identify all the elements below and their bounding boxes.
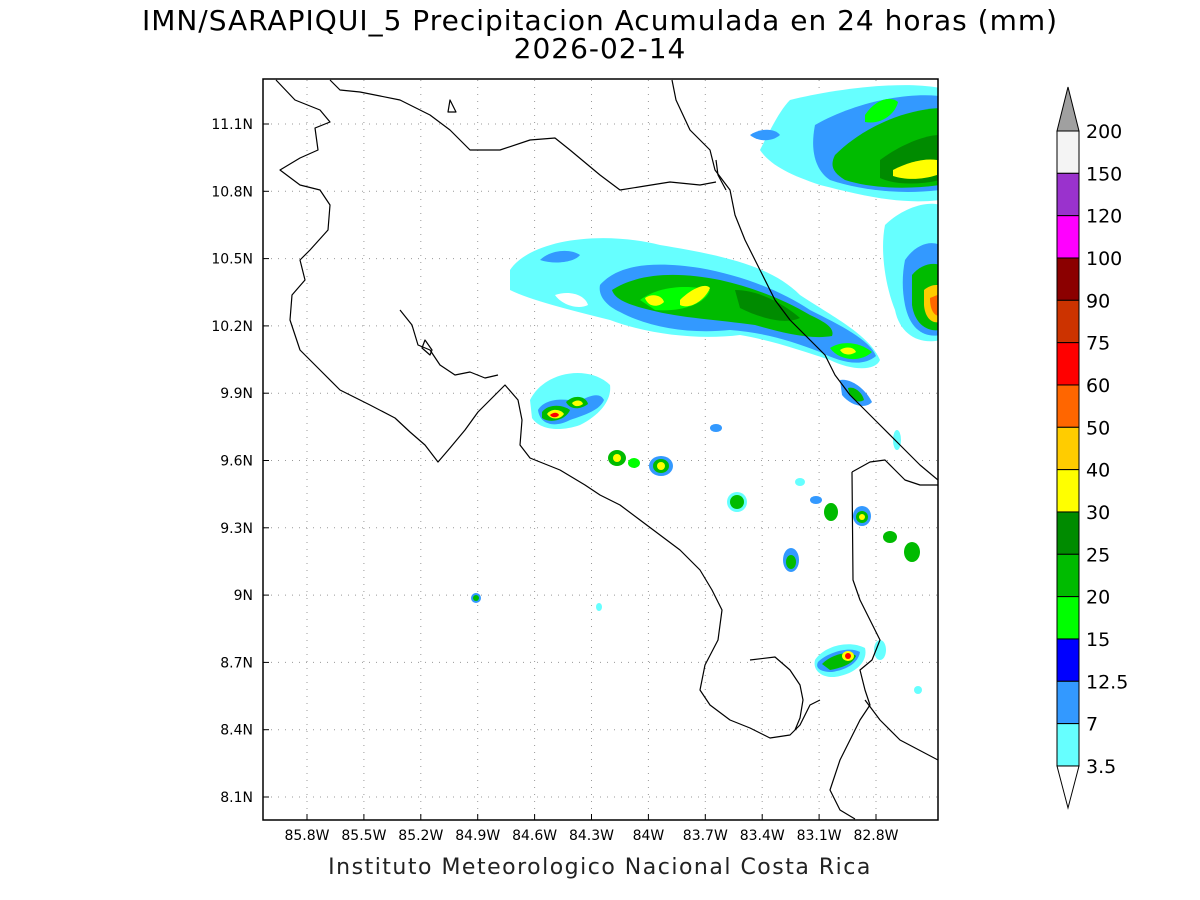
colorbar-label: 25 bbox=[1086, 544, 1110, 566]
colorbar-label: 15 bbox=[1086, 629, 1110, 651]
lat-tick-label: 9N bbox=[234, 588, 253, 604]
lat-tick-label: 8.7N bbox=[220, 655, 253, 671]
colorbar-swatch bbox=[1056, 469, 1080, 513]
map-frame bbox=[262, 78, 939, 821]
rain-cluster-northeast bbox=[750, 85, 938, 202]
lon-tick-label: 84W bbox=[633, 828, 665, 844]
rain-cluster-east bbox=[883, 203, 938, 342]
colorbar-swatch bbox=[1056, 553, 1080, 598]
precipitation-field bbox=[471, 85, 938, 694]
colorbar-swatch bbox=[1056, 638, 1080, 682]
lon-tick-label: 84.6W bbox=[512, 828, 557, 844]
colorbar-label: 90 bbox=[1086, 290, 1110, 312]
lat-tick-label: 9.9N bbox=[220, 386, 253, 402]
lat-tick-label: 8.1N bbox=[220, 790, 253, 806]
colorbar-label: 200 bbox=[1086, 121, 1122, 143]
colorbar: 200 150 120 100 90 75 60 50 40 30 25 20 15 12.5 7 3.5 bbox=[1056, 86, 1128, 810]
colorbar-label: 120 bbox=[1086, 206, 1122, 228]
colorbar-swatch bbox=[1056, 384, 1080, 428]
colorbar-swatch bbox=[1056, 426, 1080, 471]
colorbar-label: 75 bbox=[1086, 333, 1110, 355]
lat-tick-label: 10.8N bbox=[211, 184, 253, 200]
colorbar-top-triangle bbox=[1056, 86, 1080, 132]
lon-tick-label: 83.7W bbox=[683, 828, 728, 844]
lon-tick-label: 84.3W bbox=[569, 828, 614, 844]
lat-tick-label: 9.3N bbox=[220, 521, 253, 537]
colorbar-label: 60 bbox=[1086, 375, 1110, 397]
lat-tick-label: 11.1N bbox=[211, 117, 253, 133]
lon-tick-label: 83.4W bbox=[740, 828, 785, 844]
map-grid bbox=[264, 80, 937, 819]
rain-cells-scattered bbox=[471, 424, 922, 694]
colorbar-swatch bbox=[1056, 172, 1080, 217]
colorbar-bottom-triangle bbox=[1056, 765, 1080, 810]
colorbar-label: 50 bbox=[1086, 417, 1110, 439]
lat-tick-label: 9.6N bbox=[220, 454, 253, 470]
lon-tick-label: 84.9W bbox=[455, 828, 500, 844]
colorbar-swatch bbox=[1056, 680, 1080, 725]
colorbar-label: 3.5 bbox=[1086, 756, 1116, 778]
colorbar-label: 40 bbox=[1086, 460, 1110, 482]
credit-text: Instituto Meteorologico Nacional Costa R… bbox=[328, 855, 872, 880]
rain-cluster-south bbox=[814, 644, 866, 678]
colorbar-label: 100 bbox=[1086, 248, 1122, 270]
colorbar-label: 7 bbox=[1086, 714, 1098, 736]
colorbar-label: 12.5 bbox=[1086, 671, 1128, 693]
lon-tick-label: 85.8W bbox=[284, 828, 329, 844]
colorbar-label: 150 bbox=[1086, 163, 1122, 185]
colorbar-swatch bbox=[1056, 130, 1080, 174]
rain-cluster-west bbox=[530, 373, 611, 430]
lat-tick-label: 8.4N bbox=[220, 723, 253, 739]
colorbar-swatch bbox=[1056, 299, 1080, 344]
colorbar-label: 20 bbox=[1086, 587, 1110, 609]
lat-tick-label: 10.5N bbox=[211, 252, 253, 268]
longitude-labels: 85.8W 85.5W 85.2W 84.9W 84.6W 84.3W 84W 83.7W 83… bbox=[284, 814, 899, 844]
lon-tick-label: 85.5W bbox=[341, 828, 386, 844]
lon-tick-label: 83.1W bbox=[797, 828, 842, 844]
colorbar-swatch bbox=[1056, 596, 1080, 640]
latitude-labels: 11.1N 10.8N 10.5N 10.2N 9.9N 9.6N 9.3N 9N 8.7N 8.… bbox=[211, 117, 269, 806]
colorbar-swatch bbox=[1056, 723, 1080, 767]
rain-band-central bbox=[510, 238, 880, 406]
lat-tick-label: 10.2N bbox=[211, 319, 253, 335]
coastline bbox=[275, 79, 938, 820]
colorbar-swatch bbox=[1056, 257, 1080, 301]
lon-tick-label: 85.2W bbox=[398, 828, 443, 844]
lon-tick-label: 82.8W bbox=[853, 828, 898, 844]
colorbar-swatch bbox=[1056, 342, 1080, 386]
map-title: IMN/SARAPIQUI_5 Precipitacion Acumulada … bbox=[141, 4, 1059, 37]
colorbar-label: 30 bbox=[1086, 502, 1110, 524]
map-date: 2026-02-14 bbox=[513, 32, 687, 65]
colorbar-swatch bbox=[1056, 511, 1080, 555]
colorbar-swatch bbox=[1056, 215, 1080, 259]
